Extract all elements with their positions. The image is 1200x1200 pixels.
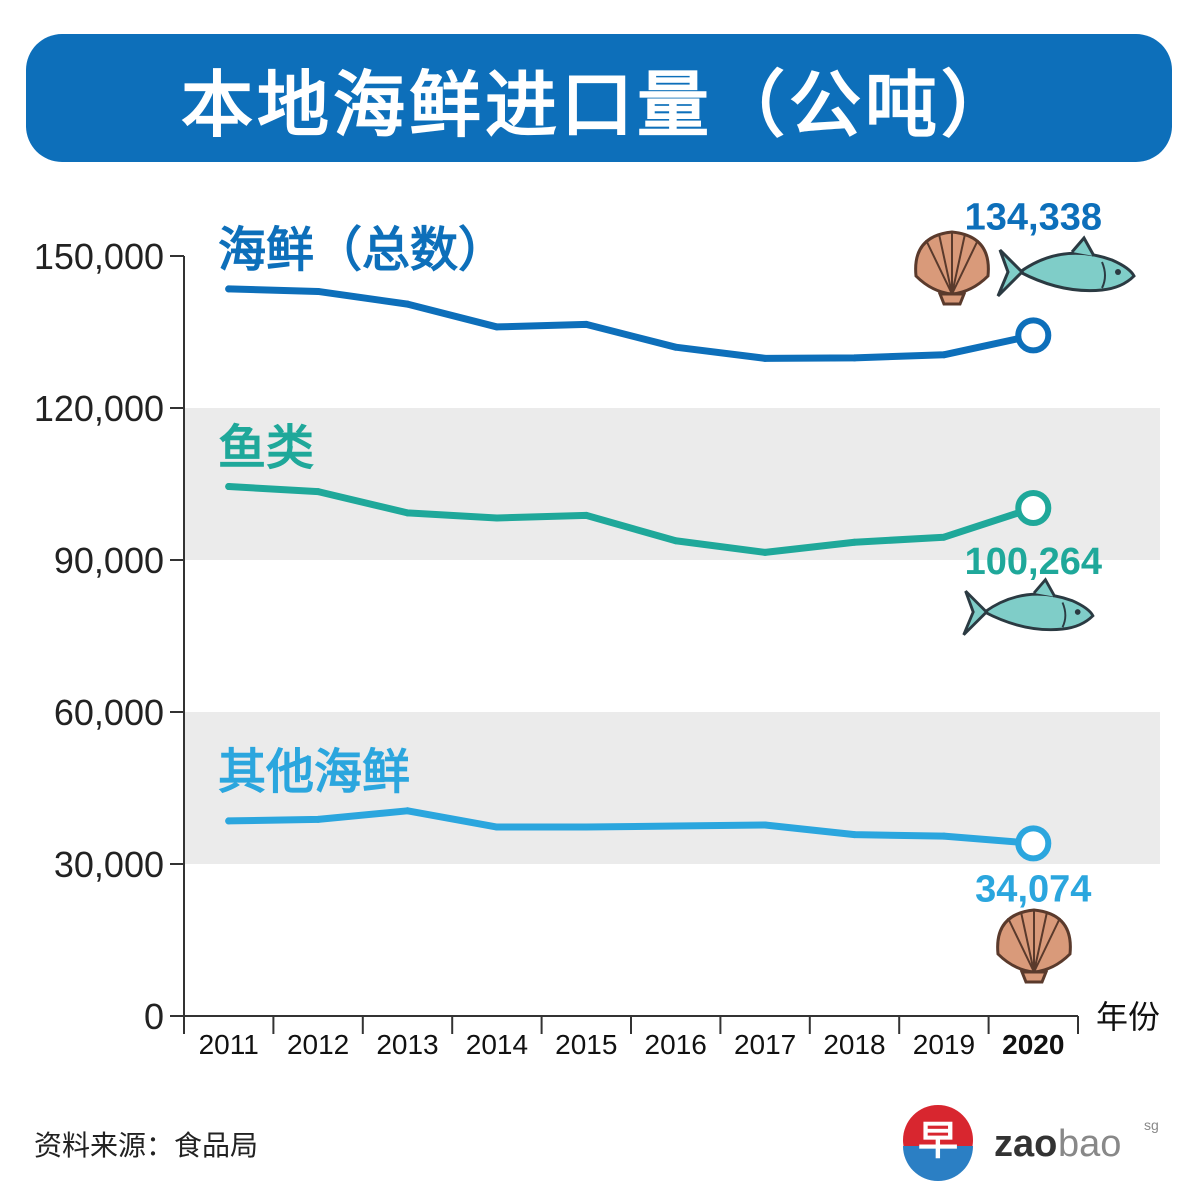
data-point: [493, 514, 501, 522]
logo-suffix: sg: [1144, 1117, 1159, 1133]
data-point: [940, 533, 948, 541]
logo-mark: 早: [918, 1118, 958, 1164]
data-point: [761, 354, 769, 362]
x-tick-label: 2019: [913, 1029, 975, 1060]
series-name: 其他海鲜: [218, 744, 410, 800]
x-tick-label: 2015: [555, 1029, 617, 1060]
y-tick-label: 30,000: [54, 844, 164, 885]
scallop-icon: [996, 908, 1072, 984]
x-axis-label: 年份: [1096, 998, 1160, 1036]
fish-icon: [962, 577, 1095, 636]
data-point: [940, 832, 948, 840]
y-tick-label: 60,000: [54, 692, 164, 733]
data-point: [314, 287, 322, 295]
logo-name-light: bao: [1058, 1123, 1121, 1165]
data-point-end: [1015, 825, 1052, 862]
data-point: [493, 823, 501, 831]
title-banner: 本地海鲜进口量（公吨）: [26, 34, 1172, 162]
data-point: [225, 285, 233, 293]
x-tick-label: 2014: [466, 1029, 528, 1060]
fish-icon: [996, 235, 1136, 298]
data-point: [672, 343, 680, 351]
x-tick-label: 2013: [376, 1029, 438, 1060]
end-value-label: 100,264: [965, 541, 1102, 583]
end-value-label: 134,338: [965, 196, 1102, 238]
data-point: [404, 807, 411, 815]
data-point: [851, 831, 858, 839]
data-point: [761, 548, 769, 556]
data-point: [672, 537, 680, 545]
data-point: [761, 821, 769, 829]
data-point: [314, 815, 322, 823]
x-tick-label: 2020: [1002, 1029, 1064, 1060]
y-tick-label: 90,000: [54, 540, 164, 581]
data-point: [851, 538, 858, 546]
end-value-label: 34,074: [975, 868, 1091, 910]
x-tick-label: 2018: [823, 1029, 885, 1060]
x-tick-label: 2011: [199, 1029, 259, 1060]
data-point: [851, 354, 858, 362]
y-tick-label: 150,000: [34, 236, 164, 277]
chart-title: 本地海鲜进口量（公吨）: [180, 62, 1017, 147]
data-point: [314, 488, 322, 496]
x-tick-label: 2016: [645, 1029, 707, 1060]
series-name: 海鲜（总数）: [218, 222, 506, 278]
data-point: [672, 822, 680, 830]
x-tick-label: 2017: [734, 1029, 796, 1060]
data-point: [582, 511, 590, 519]
data-point: [493, 323, 501, 331]
y-tick-label: 0: [144, 996, 164, 1037]
series-name: 鱼类: [218, 420, 314, 476]
data-point-end: [1015, 489, 1052, 526]
x-tick-label: 2012: [287, 1029, 349, 1060]
data-point: [404, 300, 411, 308]
data-point: [225, 483, 233, 491]
y-tick-label: 120,000: [34, 388, 164, 429]
logo-name-bold: zao: [994, 1123, 1057, 1165]
data-point: [225, 817, 233, 825]
logo-wave: [903, 1146, 973, 1181]
data-point: [582, 823, 590, 831]
series-line: [225, 483, 1037, 556]
source-note: 资料来源：食品局: [34, 1129, 259, 1162]
data-point: [404, 509, 411, 517]
data-point-end: [1015, 317, 1052, 354]
series-line: [225, 285, 1037, 362]
chart: 0 30,000 60,000 90,000 120,000 150,000 2011 201…: [34, 196, 1160, 1060]
series-line: [225, 807, 1037, 847]
shaded-band: [184, 408, 1160, 560]
data-point: [940, 351, 948, 359]
zaobao-logo: 早 zao bao sg: [903, 1105, 1159, 1181]
scallop-icon: [914, 230, 990, 306]
data-point: [582, 320, 590, 328]
